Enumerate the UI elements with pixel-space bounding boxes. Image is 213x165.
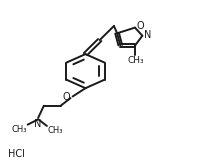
Text: O: O: [62, 92, 70, 101]
Text: N: N: [144, 30, 152, 40]
Text: CH₃: CH₃: [12, 125, 27, 134]
Text: CH₃: CH₃: [47, 126, 63, 135]
Text: CH₃: CH₃: [127, 56, 144, 65]
Text: HCl: HCl: [8, 149, 24, 159]
Text: O: O: [136, 21, 144, 31]
Text: N: N: [35, 119, 42, 129]
